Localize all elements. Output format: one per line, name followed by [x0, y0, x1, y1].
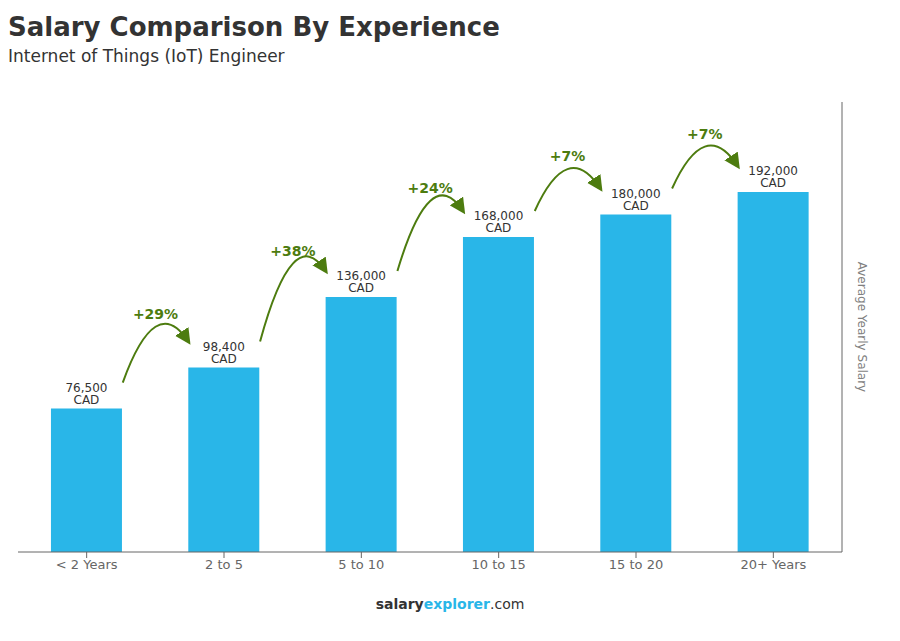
svg-text:2 to 5: 2 to 5	[205, 557, 243, 572]
svg-text:+29%: +29%	[133, 306, 178, 322]
svg-text:10 to 15: 10 to 15	[471, 557, 525, 572]
html-text:salary explorer.com: salary explorer.com	[375, 596, 525, 612]
svg-text:+24%: +24%	[408, 180, 453, 196]
svg-text:Average Yearly Salary: Average Yearly Salary	[855, 262, 869, 392]
svg-text:20+ Years: 20+ Years	[740, 557, 806, 572]
svg-text:+7%: +7%	[687, 126, 723, 142]
svg-text:168,000CAD: 168,000CAD	[474, 209, 524, 235]
svg-text:+38%: +38%	[270, 243, 315, 259]
svg-text:180,000CAD: 180,000CAD	[611, 187, 661, 213]
svg-text:5 to 10: 5 to 10	[338, 557, 384, 572]
svg-text:98,400CAD: 98,400CAD	[203, 340, 245, 366]
svg-text:< 2 Years: < 2 Years	[56, 557, 118, 572]
svg-text:136,000CAD: 136,000CAD	[336, 269, 386, 295]
svg-text:192,000CAD: 192,000CAD	[748, 164, 798, 190]
svg-text:15 to 20: 15 to 20	[609, 557, 663, 572]
svg-text:+7%: +7%	[550, 148, 586, 164]
svg-text:76,500CAD: 76,500CAD	[65, 381, 107, 407]
html-text:Salary Comparison By Experienc: Salary Comparison By Experience	[8, 12, 500, 42]
html-text:Internet of Things (IoT) Engin: Internet of Things (IoT) Engineer	[8, 46, 285, 66]
